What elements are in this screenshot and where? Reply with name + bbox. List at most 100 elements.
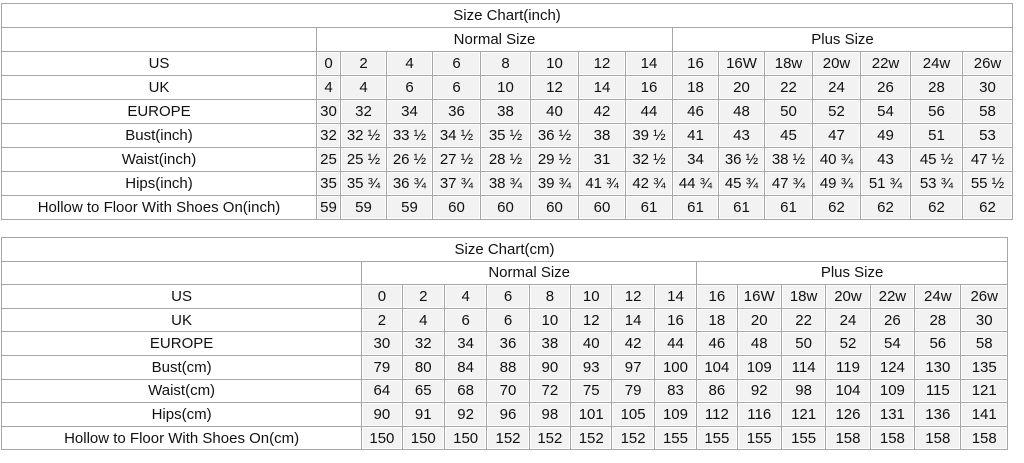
size-cell: 16W (718, 51, 765, 76)
size-cell: 2 (340, 51, 387, 76)
size-cell: 96 (486, 402, 530, 427)
size-cell: 34 (443, 331, 488, 356)
size-cell: 2 (361, 307, 403, 333)
size-cell: 25 (316, 147, 341, 172)
size-cell: 84 (443, 354, 488, 380)
size-cell: 62 (812, 195, 861, 220)
size-cell: 64 (361, 378, 403, 404)
size-cell: 70 (486, 378, 530, 404)
size-cell: 34 (386, 99, 433, 124)
size-cell: 35 (316, 171, 341, 196)
size-cell: 26 (869, 307, 916, 333)
size-cell: 53 (961, 123, 1014, 148)
size-cell: 40 (570, 331, 613, 356)
size-cell: 62 (910, 195, 963, 220)
size-cell: 112 (696, 402, 738, 427)
size-cell: 30 (961, 75, 1014, 100)
size-cell: 116 (736, 402, 782, 427)
size-cell: 88 (486, 354, 530, 380)
row-label: Hips(cm) (0, 402, 363, 427)
size-cell: 86 (696, 378, 738, 404)
size-cell: 18 (672, 75, 719, 100)
size-cell: 109 (736, 354, 782, 380)
size-cell: 136 (914, 402, 962, 427)
size-cell: 42 ¾ (625, 171, 673, 196)
size-cell: 32 (340, 99, 387, 124)
size-cell: 152 (528, 425, 572, 451)
row-label: Hollow to Floor With Shoes On(cm) (0, 425, 363, 451)
row-label: Hips(inch) (1, 171, 317, 196)
size-cell: 50 (780, 331, 827, 356)
table-row: Hips(inch) 35 35 ¾ 36 ¾ 37 ¾ 38 ¾ 39 ¾ 41 ¾ 42 ¾… (1, 171, 1014, 196)
size-cell: 62 (860, 195, 911, 220)
size-cell: 60 (432, 195, 481, 220)
size-cell: 45 ½ (910, 147, 963, 172)
size-cell: 24w (914, 284, 962, 309)
size-cell: 79 (611, 378, 655, 404)
size-cell: 46 (672, 99, 719, 124)
size-cell: 18w (764, 51, 813, 76)
size-cell: 44 (653, 331, 698, 356)
size-cell: 62 (961, 195, 1014, 220)
size-cell: 121 (780, 402, 827, 427)
size-cell: 48 (736, 331, 782, 356)
size-cell: 56 (914, 331, 962, 356)
size-cell: 56 (910, 99, 963, 124)
size-cell: 29 ½ (530, 147, 579, 172)
size-cell: 155 (696, 425, 738, 451)
size-cell: 6 (443, 307, 488, 333)
size-cell: 58 (960, 331, 1008, 356)
size-cell: 45 (764, 123, 813, 148)
size-cell: 59 (340, 195, 387, 220)
size-cell: 93 (570, 354, 613, 380)
row-label: EUROPE (1, 99, 317, 124)
size-cell: 22w (869, 284, 916, 309)
size-cell: 158 (960, 425, 1008, 451)
size-cell: 37 ¾ (432, 171, 481, 196)
size-cell: 55 ½ (961, 171, 1014, 196)
size-cell: 30 (960, 307, 1008, 333)
size-cell: 47 ½ (961, 147, 1014, 172)
size-cell: 152 (570, 425, 613, 451)
size-cell: 59 (386, 195, 433, 220)
size-cell: 61 (672, 195, 719, 220)
size-cell: 16W (736, 284, 782, 309)
size-cell: 43 (860, 147, 911, 172)
size-cell: 4 (386, 51, 433, 76)
size-cell: 8 (528, 284, 572, 309)
size-cell: 20 (736, 307, 782, 333)
size-cell: 44 ¾ (672, 171, 719, 196)
size-cell: 42 (578, 99, 626, 124)
size-cell: 6 (486, 307, 530, 333)
size-cell: 24 (825, 307, 871, 333)
size-cell: 90 (361, 402, 403, 427)
size-cell: 92 (443, 402, 488, 427)
table-row: UK 4 4 6 6 10 12 14 16 18 20 22 24 26 28 30 (1, 75, 1014, 100)
size-cell: 14 (611, 307, 655, 333)
size-cell: 43 (718, 123, 765, 148)
size-cell: 38 (480, 99, 531, 124)
size-cell: 16 (653, 307, 698, 333)
size-cell: 22 (764, 75, 813, 100)
table-row: Hollow to Floor With Shoes On(inch) 59 59 5… (1, 195, 1014, 220)
size-cell: 72 (528, 378, 572, 404)
size-cell: 32 (316, 123, 341, 148)
size-cell: 115 (914, 378, 962, 404)
size-cell: 105 (611, 402, 655, 427)
size-cell: 34 (672, 147, 719, 172)
size-cell: 158 (825, 425, 871, 451)
size-cell: 16 (696, 284, 738, 309)
size-cell: 109 (653, 402, 698, 427)
size-cell: 45 ¾ (718, 171, 765, 196)
size-cell: 79 (361, 354, 403, 380)
size-cell: 90 (528, 354, 572, 380)
size-cell: 28 (914, 307, 962, 333)
size-cell: 92 (736, 378, 782, 404)
size-cell: 40 ¾ (812, 147, 861, 172)
size-cell: 18w (780, 284, 827, 309)
size-cell: 26 (860, 75, 911, 100)
size-cell: 152 (486, 425, 530, 451)
size-cell: 36 (486, 331, 530, 356)
size-cell: 2 (401, 284, 445, 309)
